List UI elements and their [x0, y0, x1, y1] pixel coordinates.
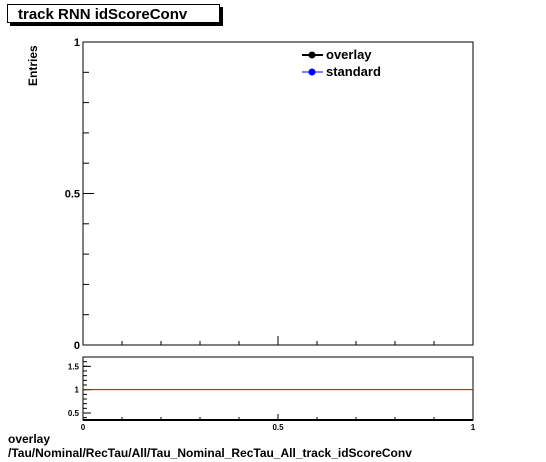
legend-label-overlay: overlay — [326, 47, 372, 62]
y-tick-label: 1 — [74, 37, 80, 49]
ratio-y-tick-label: 1 — [75, 386, 80, 395]
ratio-tick-labels: 0.511.50 0.5 1 — [68, 362, 476, 432]
y-tick-label: 0 — [74, 340, 80, 352]
legend-item-standard: standard — [302, 64, 381, 79]
y-axis-title: Entries — [26, 45, 40, 86]
ratio-y-tick-label: 0.5 — [68, 409, 80, 418]
footer-line-2: /Tau/Nominal/RecTau/All/Tau_Nominal_RecT… — [8, 446, 412, 460]
legend-label-standard: standard — [326, 64, 381, 79]
ratio-y-tick-label: 1.5 — [68, 362, 80, 371]
legend-marker-standard — [308, 68, 316, 76]
footer-line-1: overlay — [8, 432, 51, 446]
ratio-plot-frame — [82, 356, 474, 421]
legend-item-overlay: overlay — [302, 47, 372, 62]
y-tick-label: 0.5 — [65, 189, 80, 201]
footer: overlay /Tau/Nominal/RecTau/All/Tau_Nomi… — [8, 432, 412, 460]
ratio-x-tick-label: 0.5 — [272, 423, 284, 432]
legend-marker-overlay — [308, 51, 316, 59]
main-tick-labels: 00.51 — [65, 37, 80, 352]
legend: overlay standard — [302, 47, 381, 79]
ratio-x-tick-label: 1 — [471, 423, 476, 432]
main-axis-ticks — [82, 41, 474, 346]
main-plot-frame — [82, 41, 474, 346]
ratio-axis-ticks — [82, 361, 474, 420]
ratio-x-tick-label: 0 — [81, 423, 86, 432]
chart-title: track RNN idScoreConv — [7, 4, 220, 23]
